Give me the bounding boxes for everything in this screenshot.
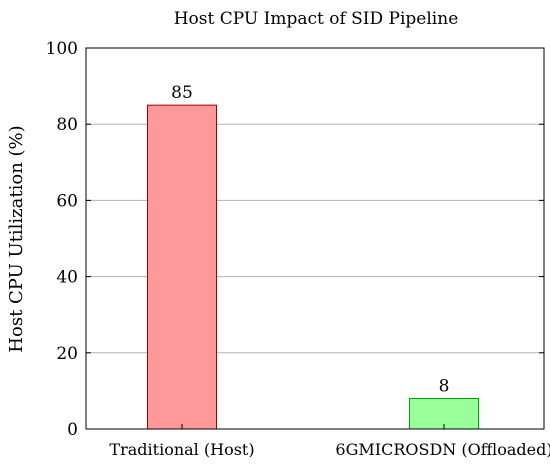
x-axis-categories: Traditional (Host) 6GMICROSDN (Offloaded) (109, 424, 550, 459)
y-tick-label: 0 (67, 420, 78, 440)
bars (147, 104, 479, 430)
y-axis-ticks: 0 20 40 60 80 100 (46, 39, 544, 440)
data-label: 8 (439, 377, 450, 397)
y-tick-label: 80 (56, 115, 78, 135)
y-axis-label: Host CPU Utilization (%) (6, 125, 27, 352)
data-label: 85 (171, 83, 193, 103)
x-category-label: 6GMICROSDN (Offloaded) (335, 440, 550, 459)
y-tick-label: 20 (56, 344, 78, 364)
chart-title: Host CPU Impact of SID Pipeline (174, 9, 459, 29)
y-tick-label: 100 (46, 39, 78, 59)
y-tick-label: 40 (56, 268, 78, 288)
y-tick-label: 60 (56, 191, 78, 211)
bar-1 (147, 104, 217, 430)
bar-2 (409, 398, 479, 430)
data-labels: 85 8 (171, 83, 449, 396)
x-category-label: Traditional (Host) (109, 440, 254, 459)
plot-frame (85, 47, 545, 430)
